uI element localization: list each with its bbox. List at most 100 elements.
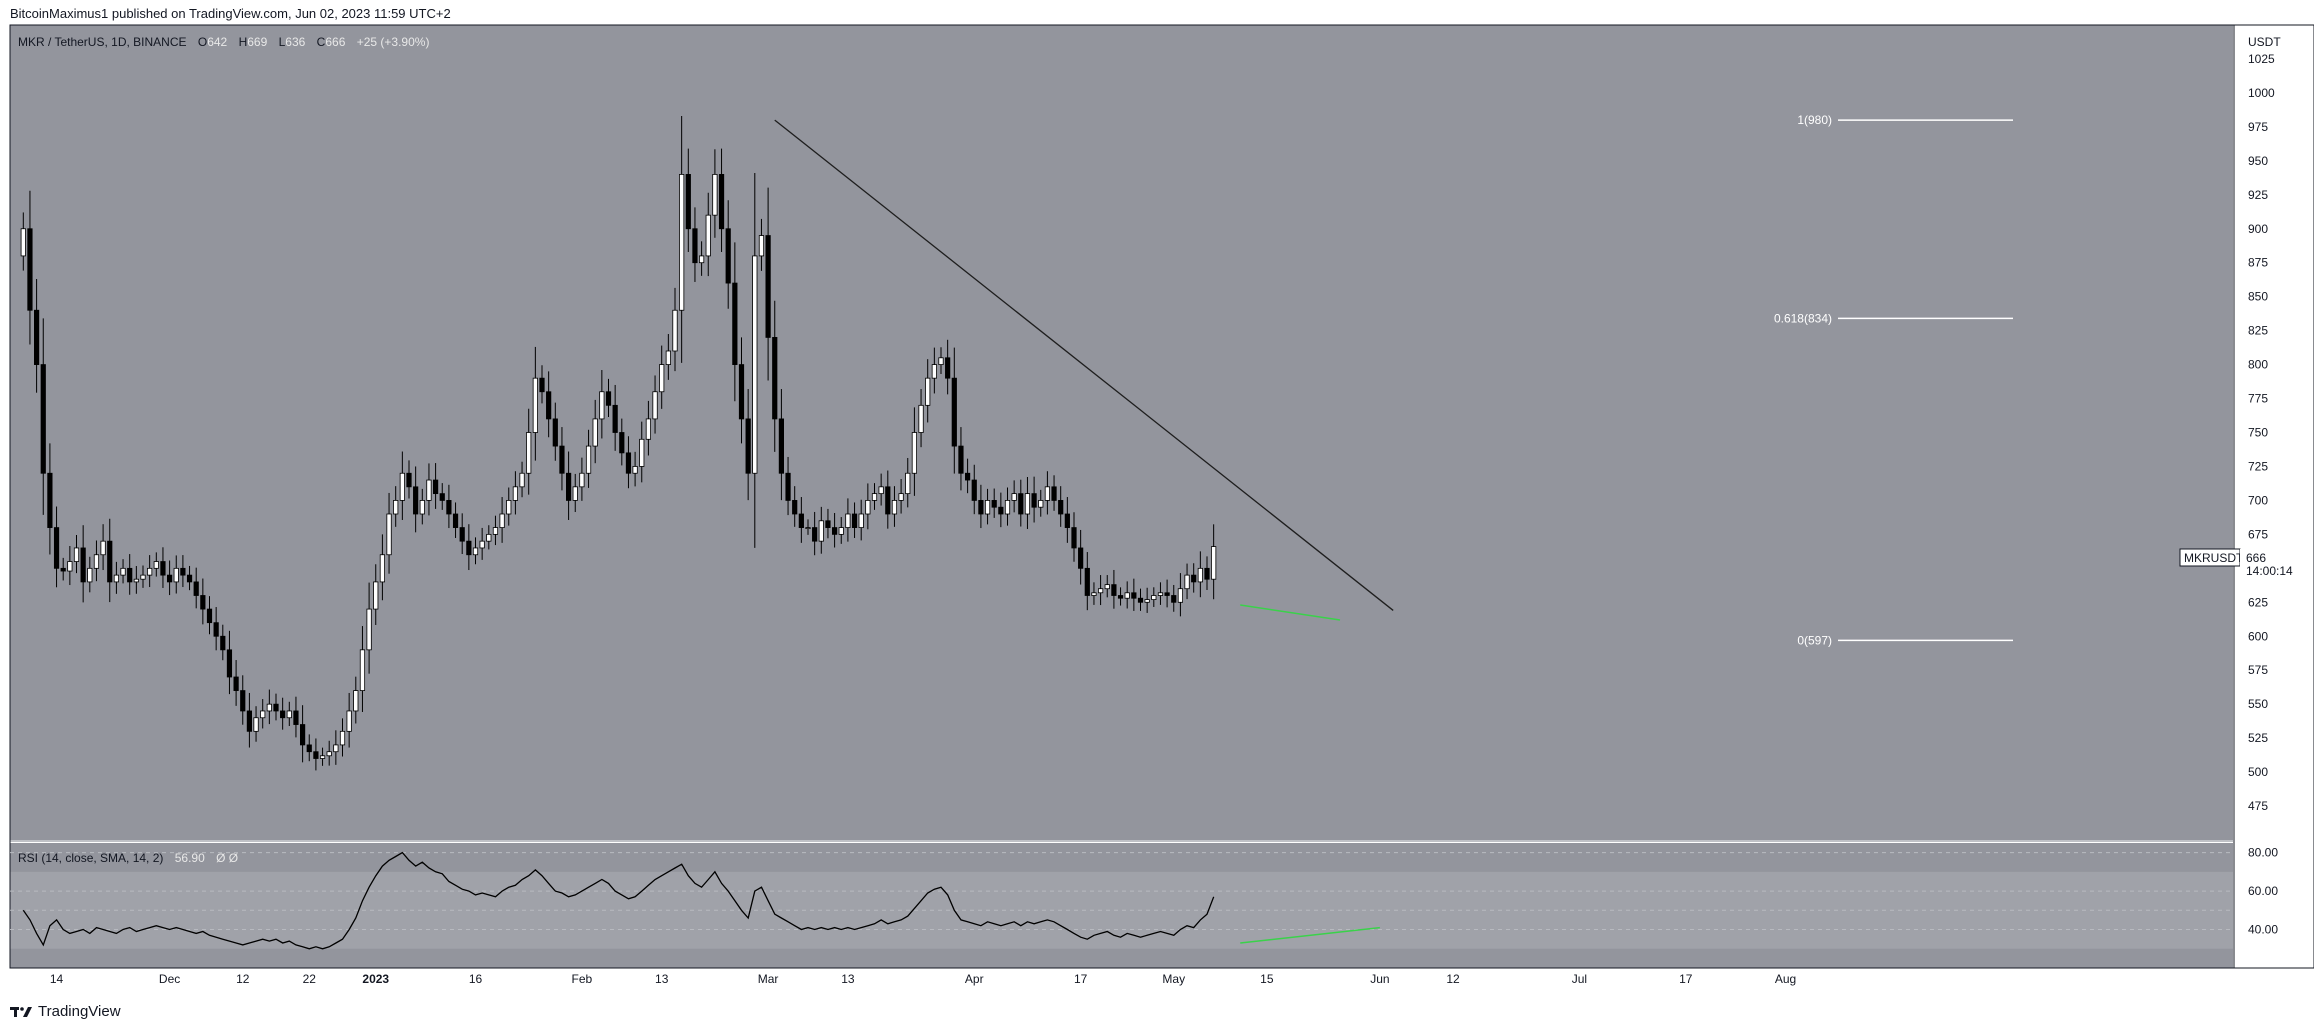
candle-body (333, 744, 339, 753)
candle-body (599, 391, 605, 420)
candle-body (931, 364, 937, 379)
candle-body (1091, 592, 1097, 596)
candle-body (665, 350, 671, 365)
candle-body (67, 561, 73, 572)
candle-body (353, 690, 359, 712)
rsi-axis: 40.00 60.00 80.00 (2248, 846, 2278, 937)
candle-body (1031, 493, 1037, 508)
candle-body (838, 527, 844, 535)
time-tick-label: 12 (236, 972, 250, 986)
support-line (1240, 604, 1341, 621)
candle-body (379, 554, 386, 583)
price-tick-label: 1000 (2248, 86, 2275, 100)
time-tick-label: 14 (50, 972, 64, 986)
candle-body (552, 418, 558, 447)
axis-unit: USDT (2248, 35, 2281, 49)
time-tick-label: 2023 (362, 972, 389, 986)
candle-body (286, 710, 292, 719)
candle-body (851, 513, 858, 528)
price-tick-label: 850 (2248, 290, 2268, 304)
candle-body (712, 174, 718, 216)
candle-body (1151, 595, 1157, 600)
candle-body (1157, 592, 1164, 596)
candle-body (87, 567, 93, 583)
candle-body (885, 486, 891, 515)
time-tick-label: Jun (1370, 972, 1389, 986)
candle-body (319, 755, 326, 759)
candle-body (439, 493, 445, 501)
last-price-tag: MKRUSDT 666 14:00:14 (2179, 548, 2293, 578)
candle-body (865, 500, 871, 515)
candle-body (539, 377, 545, 393)
candle-body (725, 228, 731, 284)
candle-body (1084, 567, 1090, 596)
candle-body (1191, 574, 1197, 583)
annotation-layer: 1(980) 0.618(834) 0(597) (774, 113, 2013, 647)
candle-body (905, 472, 911, 495)
candle-body (579, 472, 585, 488)
candle-body (140, 574, 146, 580)
price-tag-value: 666 (2246, 551, 2266, 565)
candle-body (1117, 595, 1124, 599)
candle-body (240, 690, 246, 712)
candle-body (958, 445, 964, 474)
candle-body (306, 744, 312, 753)
candle-body (818, 520, 824, 542)
price-tick-label: 750 (2248, 426, 2268, 440)
candle-body (918, 404, 924, 433)
candle-body (765, 235, 771, 338)
time-tick-label: 17 (1074, 972, 1088, 986)
candle-body (559, 445, 565, 474)
candle-body (1058, 500, 1064, 515)
time-tick-label: 16 (469, 972, 483, 986)
candle-body (113, 574, 119, 583)
price-tick-label: 500 (2248, 765, 2268, 779)
candle-body (1171, 595, 1177, 603)
candle-body (1131, 592, 1137, 599)
candle-body (27, 228, 33, 311)
outer-frame (9, 24, 2314, 969)
candle-body (938, 357, 944, 365)
candle-body (546, 391, 552, 420)
price-tick-label: 725 (2248, 459, 2268, 473)
footer: TradingView (10, 1003, 121, 1020)
price-pane[interactable] (10, 25, 2233, 840)
candle-body (60, 567, 66, 572)
candle-body (625, 452, 632, 474)
fib-level-label: 0.618(834) (1774, 311, 1832, 325)
ohlc-c-value: 666 (325, 35, 345, 49)
candle-body (246, 710, 252, 732)
candle-body (592, 418, 598, 447)
candle-body (260, 710, 266, 719)
candle-body (459, 527, 465, 542)
candle-body (359, 649, 366, 691)
candle-body (399, 472, 405, 501)
price-tick-label: 950 (2248, 154, 2268, 168)
footer-brand: TradingView (38, 1003, 121, 1020)
candle-body (413, 486, 419, 515)
candle-body (1177, 588, 1183, 603)
candle-body (745, 418, 751, 474)
price-tick-label: 525 (2248, 731, 2268, 745)
candle-body (47, 472, 53, 528)
candle-body (971, 479, 977, 501)
time-tick-label: Feb (572, 972, 593, 986)
candle-body (373, 581, 379, 610)
price-tick-label: 775 (2248, 392, 2268, 406)
symbol-info: MKR / TetherUS, 1D, BINANCE O642 H669 L6… (18, 35, 429, 49)
chart-canvas[interactable]: 1(980) 0.618(834) 0(597) 475 500 525 550 575 60… (0, 0, 2314, 1000)
candle-body (166, 574, 173, 583)
price-tick-label: 800 (2248, 358, 2268, 372)
candle-body (206, 608, 213, 624)
ohlc-c-label: C (317, 35, 326, 49)
candle-body (173, 567, 179, 583)
rsi-title: RSI (14, close, SMA, 14, 2) (18, 851, 163, 865)
candle-body (785, 472, 791, 501)
candle-body (93, 554, 100, 569)
candle-body (699, 255, 705, 264)
price-tick-label: 550 (2248, 697, 2268, 711)
time-tick-label: May (1162, 972, 1185, 986)
candle-body (778, 418, 785, 474)
price-tick-label: 875 (2248, 256, 2268, 270)
time-tick-label: Apr (965, 972, 984, 986)
